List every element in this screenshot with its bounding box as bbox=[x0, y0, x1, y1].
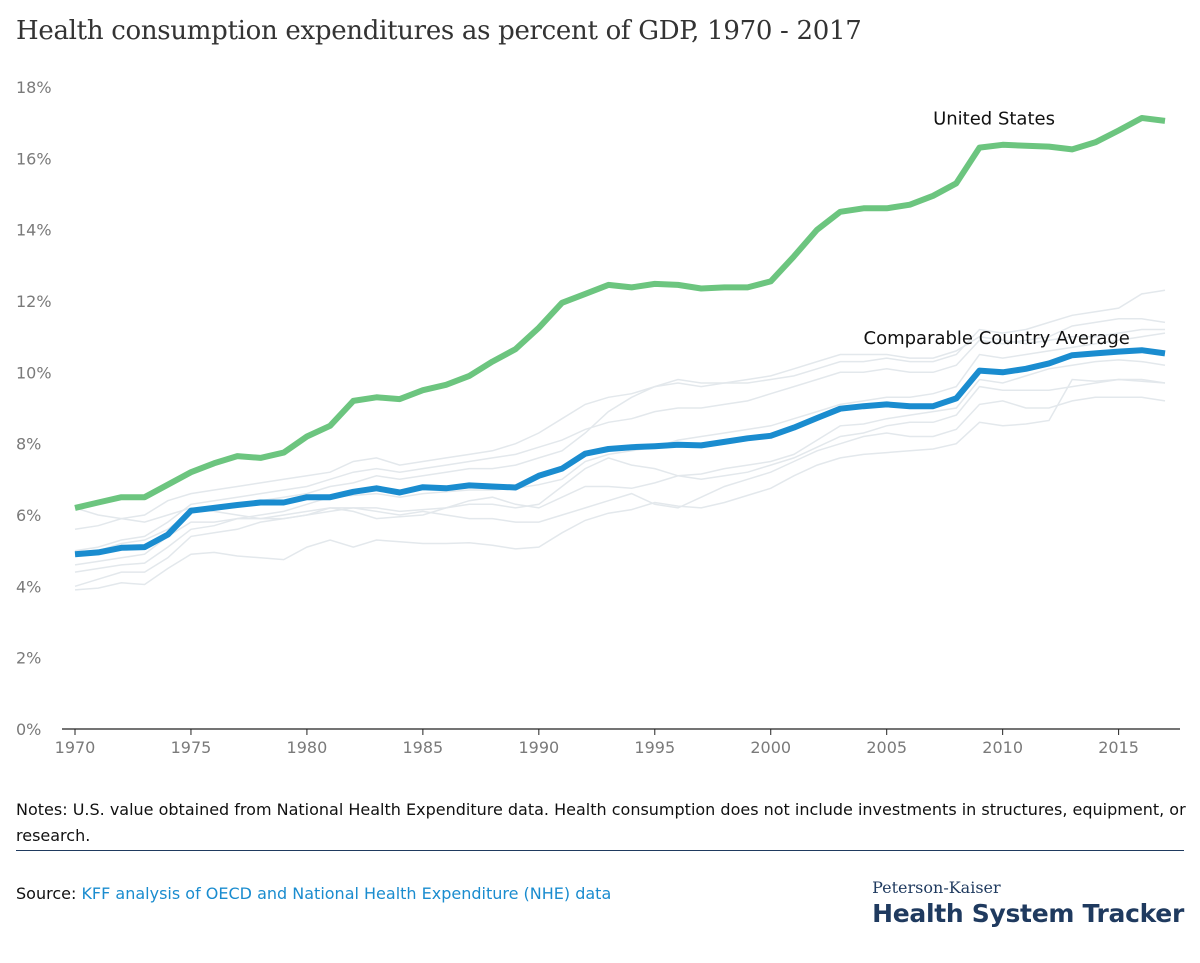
x-tick-label: 2005 bbox=[866, 738, 907, 757]
y-tick-label: 6% bbox=[16, 506, 41, 525]
y-tick-label: 0% bbox=[16, 720, 41, 739]
x-tick-label: 1990 bbox=[518, 738, 559, 757]
y-tick-label: 2% bbox=[16, 649, 41, 668]
x-tick-label: 1975 bbox=[171, 738, 212, 757]
chart-notes: Notes: U.S. value obtained from National… bbox=[16, 800, 1186, 845]
source-line: Source: KFF analysis of OECD and Nationa… bbox=[16, 884, 611, 903]
y-tick-label: 10% bbox=[16, 363, 52, 382]
series-label: Comparable Country Average bbox=[864, 328, 1130, 349]
background-country-line bbox=[74, 332, 1166, 573]
source-link[interactable]: KFF analysis of OECD and National Health… bbox=[81, 884, 612, 903]
x-tick-label: 2015 bbox=[1098, 738, 1139, 757]
y-tick-label: 8% bbox=[16, 435, 41, 454]
brand-logo: Peterson-Kaiser Health System Tracker bbox=[872, 878, 1184, 928]
y-tick-label: 18% bbox=[16, 78, 52, 97]
y-tick-label: 12% bbox=[16, 292, 52, 311]
x-axis: 1970 1975 1980 1985 1990 1995 2000 2005 2010 2015 bbox=[55, 728, 1180, 757]
brand-subtitle: Peterson-Kaiser bbox=[872, 878, 1001, 897]
chart-title: Health consumption expenditures as perce… bbox=[16, 16, 862, 46]
series-line-us bbox=[74, 115, 1166, 511]
background-country-line bbox=[74, 378, 1166, 591]
y-tick-label: 4% bbox=[16, 577, 41, 596]
x-tick-label: 2010 bbox=[982, 738, 1023, 757]
y-axis: 0% 2% 4% 6% 8% 10% 12% 14% 16% 18% bbox=[16, 78, 52, 739]
x-tick-label: 1995 bbox=[634, 738, 675, 757]
y-tick-label: 16% bbox=[16, 149, 52, 168]
background-country-line bbox=[74, 289, 1166, 531]
background-country-line bbox=[74, 328, 1165, 555]
source-label: Source: bbox=[16, 884, 77, 903]
x-tick-label: 1980 bbox=[287, 738, 328, 757]
brand-title: Health System Tracker bbox=[872, 899, 1184, 928]
y-tick-label: 14% bbox=[16, 221, 52, 240]
background-country-line bbox=[74, 359, 1166, 588]
x-tick-label: 2000 bbox=[750, 738, 791, 757]
x-tick-label: 1985 bbox=[403, 738, 444, 757]
background-country-line bbox=[74, 396, 1166, 566]
background-country-lines bbox=[74, 289, 1166, 591]
background-country-line bbox=[74, 318, 1166, 552]
series-label: United States bbox=[933, 108, 1055, 129]
series-lines bbox=[74, 115, 1166, 558]
x-tick-label: 1970 bbox=[55, 738, 96, 757]
chart-annotations: United States Comparable Country Average bbox=[864, 108, 1130, 348]
footer-divider bbox=[16, 850, 1184, 851]
line-chart: 0%2%4%6%8%10%12%14%16%18% 1970 1975 1980 19… bbox=[16, 78, 1180, 757]
series-line-average bbox=[74, 347, 1166, 558]
